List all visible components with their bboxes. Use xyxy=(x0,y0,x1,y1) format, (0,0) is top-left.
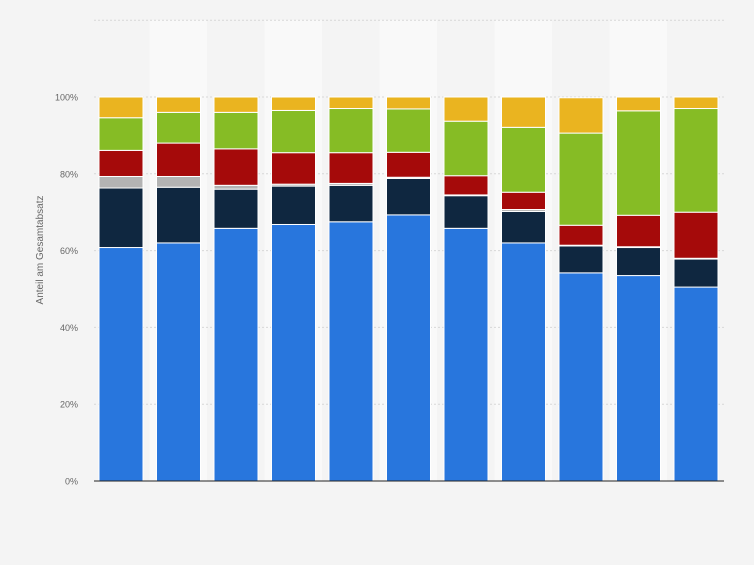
bar-segment-series-5[interactable] xyxy=(673,108,719,213)
bar-segment-series-5[interactable] xyxy=(213,111,259,150)
bar-segment-series-1[interactable] xyxy=(271,223,316,482)
bar-segment-series-6[interactable] xyxy=(213,96,259,113)
bar-segment-series-4[interactable] xyxy=(501,191,546,211)
bar-segment-series-1[interactable] xyxy=(558,272,604,482)
bar-segment-series-2[interactable] xyxy=(328,184,374,223)
bar-segment-series-1[interactable] xyxy=(673,286,719,482)
bar-segment-series-1[interactable] xyxy=(328,221,374,482)
y-axis-label: Anteil am Gesamtabsatz xyxy=(35,196,46,305)
y-tick-label: 0% xyxy=(65,477,78,487)
bar-segment-series-1[interactable] xyxy=(386,214,431,482)
bar-segment-series-1[interactable] xyxy=(616,275,661,482)
bar-segment-series-5[interactable] xyxy=(558,132,604,226)
bar-segment-series-4[interactable] xyxy=(386,151,431,178)
bar-segment-series-4[interactable] xyxy=(328,152,374,184)
bar-segment-series-2[interactable] xyxy=(673,258,719,288)
bar-segment-series-5[interactable] xyxy=(616,110,661,216)
bar-segment-series-4[interactable] xyxy=(271,152,316,185)
bar-segment-series-1[interactable] xyxy=(98,247,144,482)
bar-segment-series-6[interactable] xyxy=(98,96,144,119)
bar-segment-series-4[interactable] xyxy=(98,149,144,177)
bar-segment-series-6[interactable] xyxy=(673,96,719,110)
bar-segment-series-5[interactable] xyxy=(271,109,316,154)
bar-segment-series-5[interactable] xyxy=(386,108,431,153)
bar-segment-series-4[interactable] xyxy=(443,175,489,196)
bar-segment-series-2[interactable] xyxy=(386,177,431,216)
bar-segment-series-2[interactable] xyxy=(558,245,604,274)
bar-segment-series-6[interactable] xyxy=(156,96,201,113)
bar-segment-series-4[interactable] xyxy=(673,211,719,259)
bar-segment-series-3[interactable] xyxy=(213,184,259,190)
y-tick-label: 80% xyxy=(60,169,78,179)
bar-segment-series-5[interactable] xyxy=(501,126,546,193)
bar-segment-series-1[interactable] xyxy=(156,242,201,482)
y-tick-label: 60% xyxy=(60,246,78,256)
bar-segment-series-6[interactable] xyxy=(443,96,489,122)
bar-segment-series-4[interactable] xyxy=(558,224,604,246)
bar-segment-series-4[interactable] xyxy=(616,214,661,248)
y-tick-label: 100% xyxy=(55,93,78,103)
bar-segment-series-1[interactable] xyxy=(213,227,259,482)
bar-segment-series-4[interactable] xyxy=(213,148,259,186)
bar-segment-series-2[interactable] xyxy=(213,188,259,229)
bar-segment-series-5[interactable] xyxy=(98,117,144,151)
bar-segment-series-3[interactable] xyxy=(98,175,144,189)
bar-segment-series-2[interactable] xyxy=(98,187,144,249)
bars xyxy=(98,96,719,482)
bar-segment-series-2[interactable] xyxy=(616,247,661,277)
bar-segment-series-5[interactable] xyxy=(328,108,374,154)
y-tick-label: 20% xyxy=(60,400,78,410)
bar-segment-series-6[interactable] xyxy=(328,96,374,110)
bar-segment-series-6[interactable] xyxy=(271,96,316,111)
y-tick-labels: 0% 20% 40% 60% 80% 100% xyxy=(55,93,78,487)
bar-segment-series-6[interactable] xyxy=(616,96,661,112)
bar-segment-series-2[interactable] xyxy=(156,186,201,244)
bar-segment-series-1[interactable] xyxy=(443,227,489,482)
bar-segment-series-4[interactable] xyxy=(156,142,201,177)
bar-segment-series-1[interactable] xyxy=(501,242,546,482)
bar-segment-series-2[interactable] xyxy=(501,210,546,244)
bar-segment-series-3[interactable] xyxy=(156,175,201,188)
bar-segment-series-2[interactable] xyxy=(271,185,316,225)
y-tick-label: 40% xyxy=(60,323,78,333)
bar-segment-series-5[interactable] xyxy=(443,120,489,177)
bar-segment-series-6[interactable] xyxy=(501,96,546,128)
bar-segment-series-6[interactable] xyxy=(386,96,431,110)
bar-segment-series-5[interactable] xyxy=(156,111,201,144)
bar-segment-series-6[interactable] xyxy=(558,97,604,134)
bar-segment-series-2[interactable] xyxy=(443,195,489,229)
